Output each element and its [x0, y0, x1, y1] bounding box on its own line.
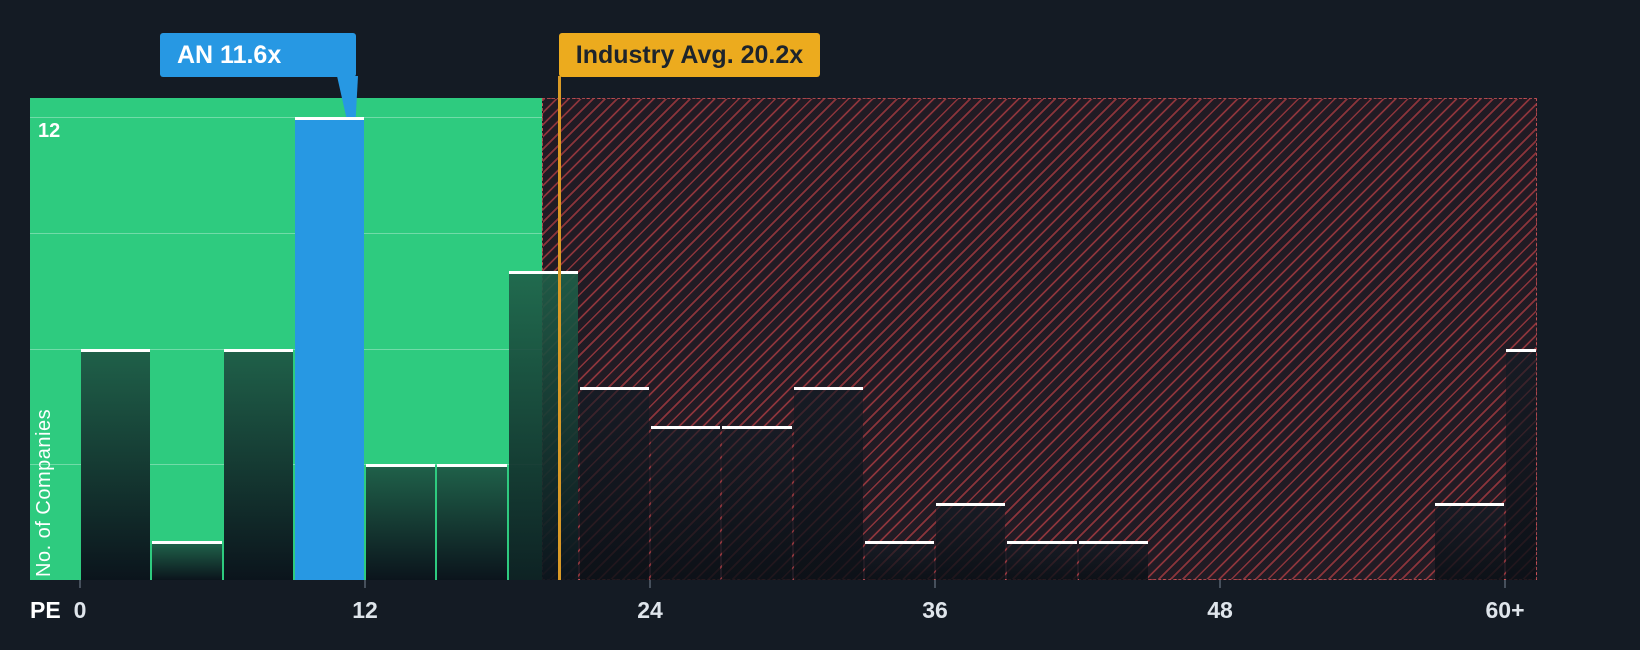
histogram-bar[interactable]	[223, 348, 293, 580]
x-axis-tick-label: 24	[637, 597, 663, 623]
histogram-bar[interactable]	[579, 387, 649, 580]
histogram-bar[interactable]	[651, 425, 721, 580]
x-axis-tick-label: 12	[352, 597, 378, 623]
histogram-bar[interactable]	[1506, 348, 1536, 580]
histogram-bar[interactable]	[152, 541, 222, 580]
histogram-bar-company[interactable]	[294, 117, 364, 580]
gridline	[30, 117, 542, 118]
industry-average-line	[558, 76, 562, 580]
y-axis-title: No. of Companies	[33, 408, 55, 577]
company-pe-tooltip: AN 11.6x	[160, 33, 356, 77]
histogram-bar[interactable]	[936, 502, 1006, 580]
histogram-bar[interactable]	[1007, 541, 1077, 580]
histogram-bar[interactable]	[1078, 541, 1148, 580]
x-axis-tick	[364, 580, 366, 588]
x-axis-tick	[649, 580, 651, 588]
histogram-bar[interactable]	[793, 387, 863, 580]
histogram-bar[interactable]	[508, 271, 578, 580]
above-average-hatched-zone	[542, 98, 1537, 580]
histogram-bar[interactable]	[437, 464, 507, 580]
x-axis-tick	[1504, 580, 1506, 588]
gridline	[30, 232, 542, 234]
y-axis-max-label: 12	[38, 120, 61, 142]
x-axis-tick	[1219, 580, 1221, 588]
histogram-bar[interactable]	[722, 425, 792, 580]
industry-avg-tooltip: Industry Avg. 20.2x	[558, 33, 821, 77]
x-axis-tick-label: 48	[1207, 597, 1233, 623]
histogram-bar[interactable]	[864, 541, 934, 580]
x-axis-tick-label: 36	[922, 597, 948, 623]
histogram-bar[interactable]	[366, 464, 436, 580]
x-axis-title: PE	[30, 597, 61, 623]
histogram-bar[interactable]	[81, 348, 151, 580]
histogram-bar[interactable]	[1434, 502, 1504, 580]
x-axis-tick	[79, 580, 81, 588]
x-axis-tick-label: 60+	[1485, 597, 1525, 623]
x-axis-tick	[934, 580, 936, 588]
x-axis-tick-label: 0	[73, 597, 87, 623]
